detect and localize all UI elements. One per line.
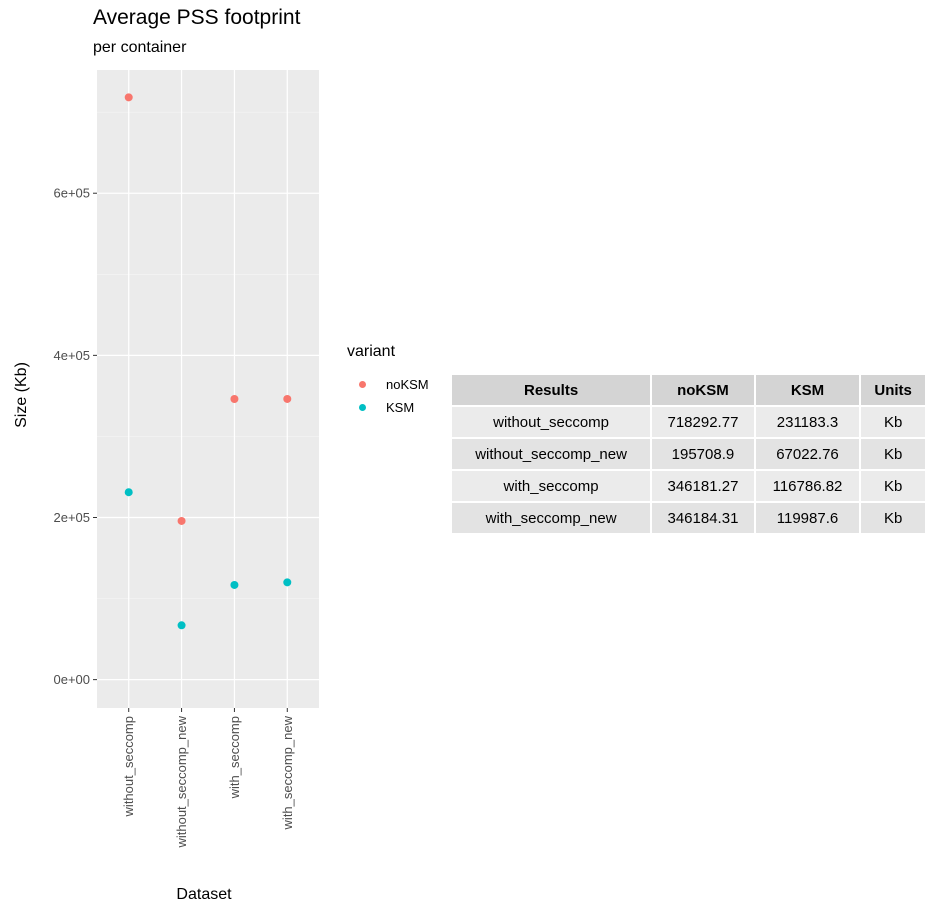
table-cell: without_seccomp: [452, 407, 651, 437]
results-table: Results noKSM KSM Units without_seccomp …: [450, 373, 927, 535]
legend-key-ksm: [359, 403, 366, 411]
table-header-noksm: noKSM: [652, 375, 754, 405]
table-cell: Kb: [861, 503, 925, 533]
x-axis: without_seccomp without_seccomp_new with_s…: [121, 708, 295, 849]
table-cell: Kb: [861, 407, 925, 437]
table-row: without_seccomp_new 195708.9 67022.76 Kb: [452, 439, 925, 469]
plot-panel: [97, 70, 319, 708]
x-tick-label: without_seccomp: [121, 716, 136, 817]
legend-item-ksm: KSM: [350, 396, 414, 418]
point-noksm-without-seccomp: [124, 93, 133, 102]
y-tick-label: 6e+05: [53, 186, 90, 201]
major-gridlines: [97, 70, 319, 708]
table-cell: with_seccomp: [452, 471, 651, 501]
minor-gridlines: [97, 111, 319, 599]
point-ksm-without-seccomp-new: [177, 621, 186, 630]
legend-label-ksm: KSM: [386, 399, 415, 415]
x-tick-label: with_seccomp: [227, 716, 242, 799]
table-cell: 195708.9: [652, 439, 754, 469]
table-header-units: Units: [861, 375, 925, 405]
y-tick-label: 4e+05: [53, 348, 90, 363]
legend-item-noksm: noKSM: [350, 373, 429, 395]
table-cell: 718292.77: [652, 407, 754, 437]
x-tick-label: without_seccomp_new: [174, 715, 189, 848]
point-noksm-with-seccomp-new: [283, 394, 292, 403]
point-noksm-with-seccomp: [230, 394, 239, 403]
chart-title: Average PSS footprint: [93, 6, 301, 29]
table-header-row: Results noKSM KSM Units: [452, 375, 925, 405]
y-tick-label: 2e+05: [53, 510, 90, 525]
table-cell: Kb: [861, 471, 925, 501]
table-row: with_seccomp 346181.27 116786.82 Kb: [452, 471, 925, 501]
point-ksm-with-seccomp: [230, 580, 239, 589]
table-cell: 116786.82: [755, 471, 860, 501]
table-cell: without_seccomp_new: [452, 439, 651, 469]
table-header-results: Results: [452, 375, 651, 405]
table-cell: 67022.76: [755, 439, 860, 469]
table-cell: Kb: [861, 439, 925, 469]
legend-label-noksm: noKSM: [386, 376, 429, 392]
point-ksm-with-seccomp-new: [283, 578, 292, 587]
table-header-ksm: KSM: [755, 375, 860, 405]
y-tick-label: 0e+00: [53, 672, 90, 687]
table-cell: 346184.31: [652, 503, 754, 533]
table-cell: 346181.27: [652, 471, 754, 501]
data-points: [124, 93, 292, 630]
table-cell: 119987.6: [755, 503, 860, 533]
y-axis-label: Size (Kb): [13, 362, 30, 428]
table-row: with_seccomp_new 346184.31 119987.6 Kb: [452, 503, 925, 533]
x-axis-label: Dataset: [176, 886, 232, 903]
table-row: without_seccomp 718292.77 231183.3 Kb: [452, 407, 925, 437]
point-noksm-without-seccomp-new: [177, 516, 186, 525]
point-ksm-without-seccomp: [124, 488, 133, 497]
table-cell: 231183.3: [755, 407, 860, 437]
y-axis: 0e+00 2e+05 4e+05 6e+05: [53, 186, 97, 687]
chart-subtitle: per container: [93, 39, 187, 56]
table-cell: with_seccomp_new: [452, 503, 651, 533]
x-tick-label: with_seccomp_new: [280, 715, 295, 830]
legend-title: variant: [347, 343, 396, 360]
legend-key-noksm: [359, 380, 366, 388]
